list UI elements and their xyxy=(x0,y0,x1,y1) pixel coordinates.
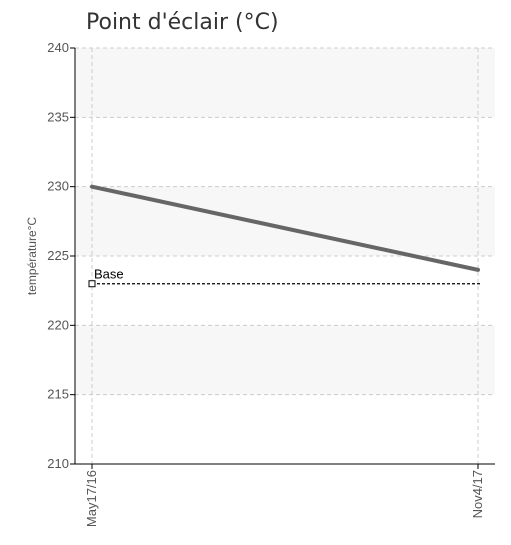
x-tick-label: Nov4/17 xyxy=(470,470,485,518)
y-tick-label: 210 xyxy=(47,456,69,471)
series-group xyxy=(90,184,480,272)
y-tick-label: 230 xyxy=(47,179,69,194)
y-tick-label: 240 xyxy=(47,40,69,55)
background-band xyxy=(75,325,495,395)
series-line xyxy=(90,184,480,272)
background-bands xyxy=(75,48,495,395)
reference-lines: Base xyxy=(88,267,482,288)
y-tick-label: 225 xyxy=(47,248,69,263)
x-ticks: May17/16 Nov4/17 xyxy=(84,464,485,527)
y-tick-label: 215 xyxy=(47,387,69,402)
reference-label: Base xyxy=(94,267,124,282)
reference-marker xyxy=(88,280,96,288)
y-axis-label: température°C xyxy=(25,217,39,295)
y-ticks: 210 215 220 225 230 235 240 xyxy=(47,40,75,471)
x-tick-label: May17/16 xyxy=(84,470,99,527)
y-tick-label: 220 xyxy=(47,317,69,332)
y-tick-label: 235 xyxy=(47,109,69,124)
chart-title: Point d'éclair (°C) xyxy=(86,10,279,35)
background-band xyxy=(75,48,495,118)
grid-lines xyxy=(75,47,495,464)
